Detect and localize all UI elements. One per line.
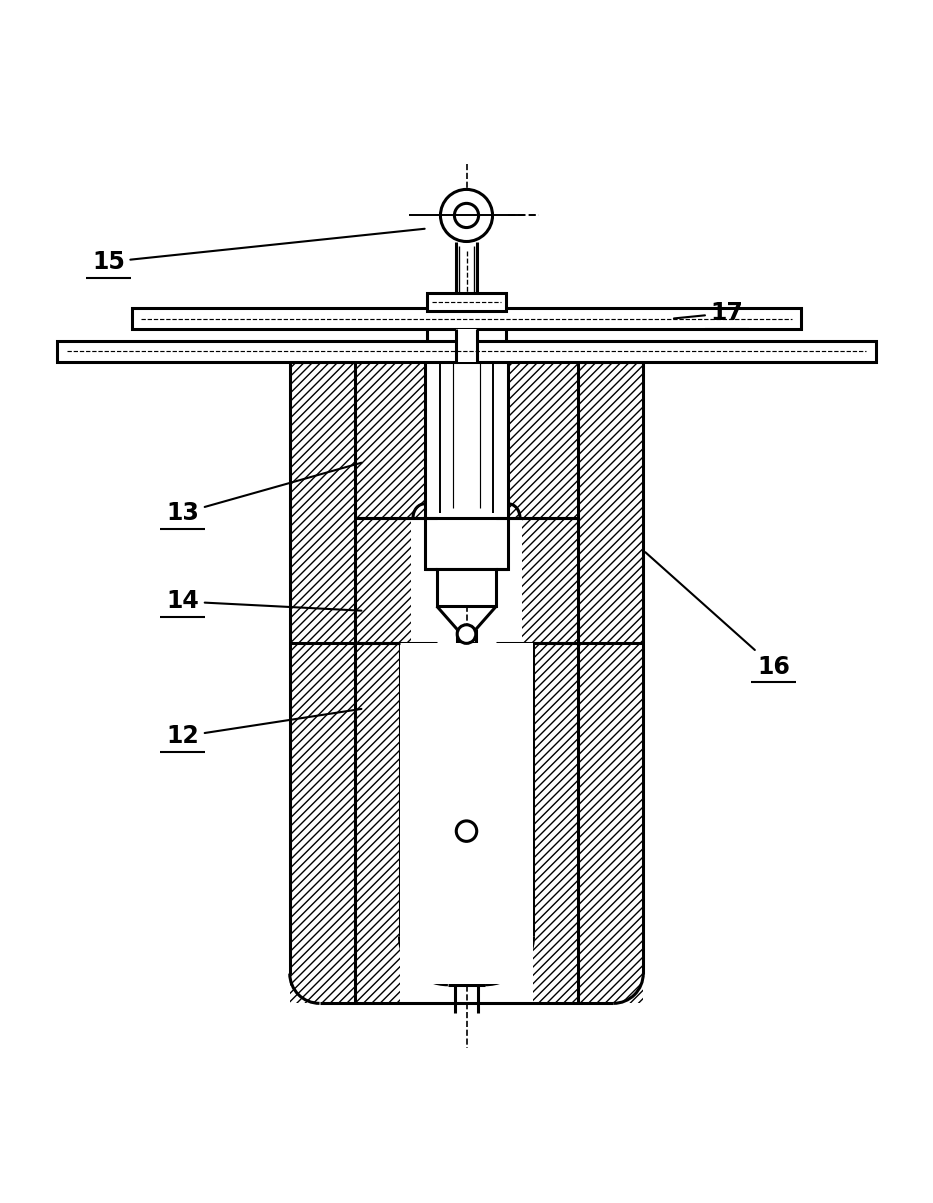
Bar: [456, 328, 477, 362]
Bar: [290, 362, 355, 1003]
Text: 13: 13: [166, 463, 361, 526]
Wedge shape: [485, 936, 533, 984]
Bar: [534, 644, 578, 1003]
Bar: [522, 517, 578, 644]
Bar: [355, 644, 399, 1003]
Bar: [132, 308, 801, 328]
Wedge shape: [400, 936, 448, 984]
Circle shape: [454, 203, 479, 227]
Text: 12: 12: [166, 709, 361, 748]
Bar: [57, 340, 876, 362]
Bar: [508, 362, 578, 517]
Bar: [456, 242, 477, 304]
Bar: [427, 292, 506, 312]
Bar: [579, 362, 642, 1002]
Bar: [400, 644, 533, 984]
Circle shape: [440, 189, 493, 242]
Circle shape: [456, 820, 477, 841]
Bar: [578, 362, 643, 1003]
Bar: [437, 569, 496, 606]
Bar: [291, 362, 354, 1002]
Bar: [425, 362, 508, 517]
Text: 15: 15: [92, 229, 425, 274]
Bar: [425, 517, 508, 569]
Text: 14: 14: [166, 589, 361, 614]
Circle shape: [457, 624, 476, 644]
Text: 17: 17: [674, 301, 744, 325]
Bar: [355, 517, 411, 644]
Bar: [355, 362, 425, 517]
Bar: [400, 937, 533, 984]
Text: 16: 16: [646, 552, 790, 678]
